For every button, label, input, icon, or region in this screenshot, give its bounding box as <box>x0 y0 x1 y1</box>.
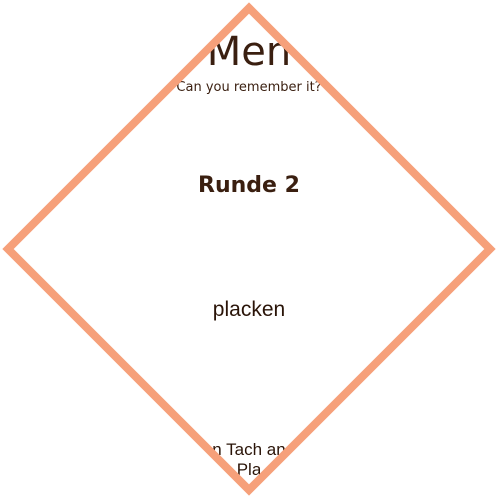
footer-text-line-1: n Tach an <box>212 440 286 459</box>
current-word: placken <box>212 298 286 321</box>
round-label: Runde 2 <box>198 173 300 198</box>
footer-text-line-2: Pla <box>236 460 262 479</box>
app-subtitle: Can you remember it? <box>176 80 322 95</box>
